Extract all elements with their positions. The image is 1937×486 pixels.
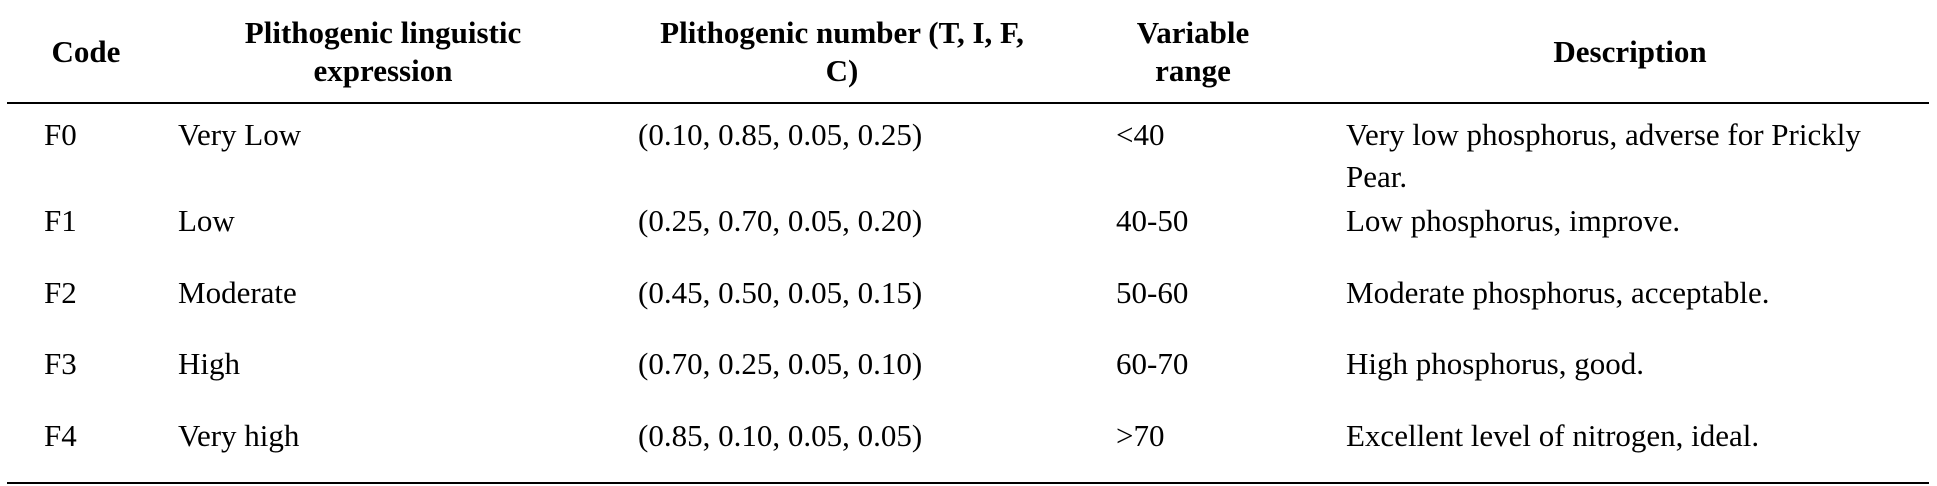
cell-range: >70	[1116, 418, 1165, 453]
cell-description: Low phosphorus, improve.	[1346, 203, 1681, 238]
cell-description: Very low phosphorus, adverse for Prickly…	[1346, 117, 1861, 194]
cell-number: (0.10, 0.85, 0.05, 0.25)	[638, 117, 923, 152]
cell-expression: Very Low	[178, 117, 302, 152]
header-range-label: Variable range	[1136, 15, 1250, 88]
header-expression: Plithogenic linguistic expression	[198, 10, 568, 94]
bottom-rule	[7, 482, 1929, 484]
cell-number: (0.85, 0.10, 0.05, 0.05)	[638, 418, 923, 453]
header-rule	[7, 102, 1929, 104]
cell-number: (0.45, 0.50, 0.05, 0.15)	[638, 275, 923, 310]
cell-range: 40-50	[1116, 203, 1189, 238]
header-number-label: Plithogenic number (T, I, F, C)	[660, 15, 1024, 88]
cell-range: 60-70	[1116, 346, 1189, 381]
header-description-label: Description	[1553, 34, 1707, 69]
header-description: Description	[1350, 10, 1910, 94]
cell-code: F3	[44, 346, 77, 381]
cell-number: (0.25, 0.70, 0.05, 0.20)	[638, 203, 923, 238]
header-code-label: Code	[51, 34, 121, 69]
cell-range: <40	[1116, 117, 1165, 152]
header-code: Code	[38, 10, 134, 94]
cell-description: Excellent level of nitrogen, ideal.	[1346, 418, 1760, 453]
cell-range: 50-60	[1116, 275, 1189, 310]
cell-number: (0.70, 0.25, 0.05, 0.10)	[638, 346, 923, 381]
cell-code: F1	[44, 203, 77, 238]
cell-code: F2	[44, 275, 77, 310]
header-number: Plithogenic number (T, I, F, C)	[642, 10, 1042, 94]
cell-expression: Very high	[178, 418, 300, 453]
cell-code: F4	[44, 418, 77, 453]
cell-expression: Low	[178, 203, 235, 238]
cell-expression: Moderate	[178, 275, 297, 310]
header-range: Variable range	[1108, 10, 1278, 94]
header-expression-label: Plithogenic linguistic expression	[244, 15, 522, 88]
cell-expression: High	[178, 346, 240, 381]
cell-description: Moderate phosphorus, acceptable.	[1346, 275, 1770, 310]
cell-code: F0	[44, 117, 77, 152]
cell-description: High phosphorus, good.	[1346, 346, 1644, 381]
